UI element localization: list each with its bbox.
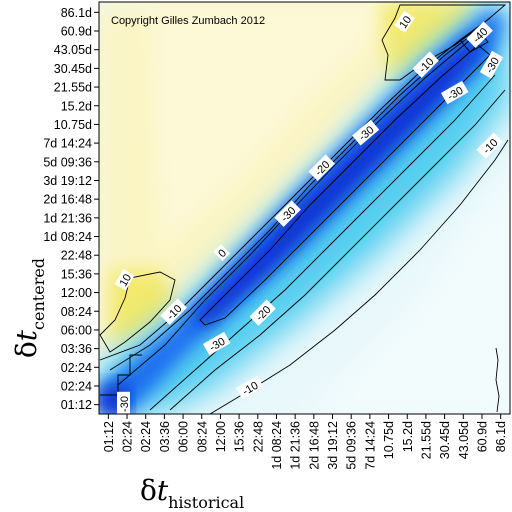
x-tick-label: 03:36 [158, 421, 172, 452]
contour-label-background [352, 119, 380, 146]
svg-text:δtcentered: δtcentered [10, 258, 48, 358]
x-tick-label: 2d 16:48 [307, 421, 321, 470]
y-tick-label: 02:24 [61, 379, 92, 393]
x-tick-label: 43.05d [457, 421, 471, 459]
plot-border [98, 1, 511, 415]
heatmap-blue-deep-ridge [190, 40, 485, 325]
x-axis-title-delta: δ [140, 474, 157, 507]
y-tick-label: 2d 16:48 [43, 193, 92, 207]
contour-label: -30 [117, 391, 131, 417]
contour-label-background [213, 244, 231, 262]
contour-label-background [274, 200, 301, 227]
y-tick-label: 15.2d [61, 99, 92, 113]
y-tick-label: 01:12 [61, 398, 92, 412]
y-tick-label: 43.05d [54, 43, 92, 57]
y-tick-label: 1d 21:36 [43, 211, 92, 225]
y-tick-label: 3d 19:12 [43, 174, 92, 188]
contour-label-background [160, 298, 187, 325]
y-tick-label: 15:36 [61, 267, 92, 281]
x-tick-label: 10.75d [382, 421, 396, 459]
y-tick-label: 60.9d [61, 25, 92, 39]
contour-label-background [466, 21, 493, 48]
x-tick-label: 30.45d [438, 421, 452, 459]
x-axis-title-sub: historical [168, 493, 244, 512]
y-tick-label: 5d 09:36 [43, 155, 92, 169]
contour-label-background [114, 268, 135, 291]
contour-label-text: -30 [119, 396, 131, 412]
x-tick-label: 3d 19:12 [326, 421, 340, 470]
contour-label: 10 [394, 10, 415, 33]
y-axis-title: δtcentered [10, 258, 48, 358]
y-tick-label: 12:00 [61, 286, 92, 300]
y-tick-label: 21.55d [54, 81, 92, 95]
heatmap-field [99, 2, 510, 414]
y-tick-label: 86.1d [61, 6, 92, 20]
contour-label: 0 [213, 244, 231, 262]
contour-label-text: 10 [397, 14, 414, 31]
x-axis-title: δthistorical [140, 474, 244, 512]
contour-label-background [440, 80, 469, 105]
contour-line-m10-lower [209, 139, 509, 414]
contour-label-background [235, 375, 264, 400]
y-axis-ticks: 01:12 02:24 02:24 03:36 06:00 08:24 12:00 15:36… [43, 6, 99, 412]
x-tick-label: 08:24 [195, 421, 209, 452]
contour-line-m20-lower [169, 89, 506, 411]
x-tick-label: 7d 14:24 [363, 421, 377, 470]
x-tick-label: 5d 09:36 [345, 421, 359, 470]
x-tick-label: 02:24 [121, 421, 135, 452]
contour-label: 10 [114, 268, 135, 291]
x-tick-label: 86.1d [494, 421, 508, 452]
contour-label-background [249, 299, 276, 326]
x-tick-label: 21.55d [419, 421, 433, 459]
contour-label-background [476, 132, 503, 159]
x-axis-ticks: 01:12 02:24 02:24 03:36 06:00 08:24 12:00 15:36… [102, 414, 508, 470]
y-tick-label: 08:24 [61, 305, 92, 319]
y-axis-title-sub: centered [29, 258, 48, 330]
contour-label-background [308, 154, 335, 181]
x-tick-label: 12:00 [214, 421, 228, 452]
svg-text:δthistorical: δthistorical [140, 474, 244, 512]
heatmap-yellow-core [150, 2, 399, 250]
x-tick-label: 1d 08:24 [270, 421, 284, 470]
contour-label-background [117, 391, 130, 417]
y-tick-label: 06:00 [61, 323, 92, 337]
y-tick-label: 30.45d [54, 62, 92, 76]
x-tick-label: 60.9d [475, 421, 489, 452]
y-tick-label: 03:36 [61, 342, 92, 356]
x-tick-label: 06:00 [177, 421, 191, 452]
contour-line-m30-lower [149, 74, 496, 411]
x-tick-label: 1d 21:36 [289, 421, 303, 470]
copyright-text: Copyright Gilles Zumbach 2012 [111, 15, 265, 27]
y-tick-label: 22:48 [61, 249, 92, 263]
contour-label-background [479, 50, 504, 79]
heatmap-cyan-pale-region [306, 165, 510, 414]
contour-label-background [394, 10, 415, 33]
contour-label-text: 10 [118, 272, 135, 289]
y-tick-label: 1d 08:24 [43, 230, 92, 244]
y-axis-title-delta: δ [10, 341, 43, 358]
contour-line-10-left [99, 271, 176, 353]
contours [99, 4, 509, 414]
x-axis-title-var: t [157, 474, 169, 507]
x-tick-label: 02:24 [139, 421, 153, 452]
x-tick-label: 15.2d [401, 421, 415, 452]
contour-label-background [412, 51, 439, 78]
contour-line-right-edge [495, 347, 500, 413]
contour-line-staircase [100, 354, 142, 396]
y-tick-label: 02:24 [61, 361, 92, 375]
y-axis-title-var: t [10, 329, 43, 341]
y-tick-label: 10.75d [54, 118, 92, 132]
x-tick-label: 01:12 [102, 421, 116, 452]
x-tick-label: 22:48 [251, 421, 265, 452]
contour-label-background [202, 331, 231, 356]
y-tick-label: 7d 14:24 [43, 137, 92, 151]
x-tick-label: 15:36 [233, 421, 247, 452]
